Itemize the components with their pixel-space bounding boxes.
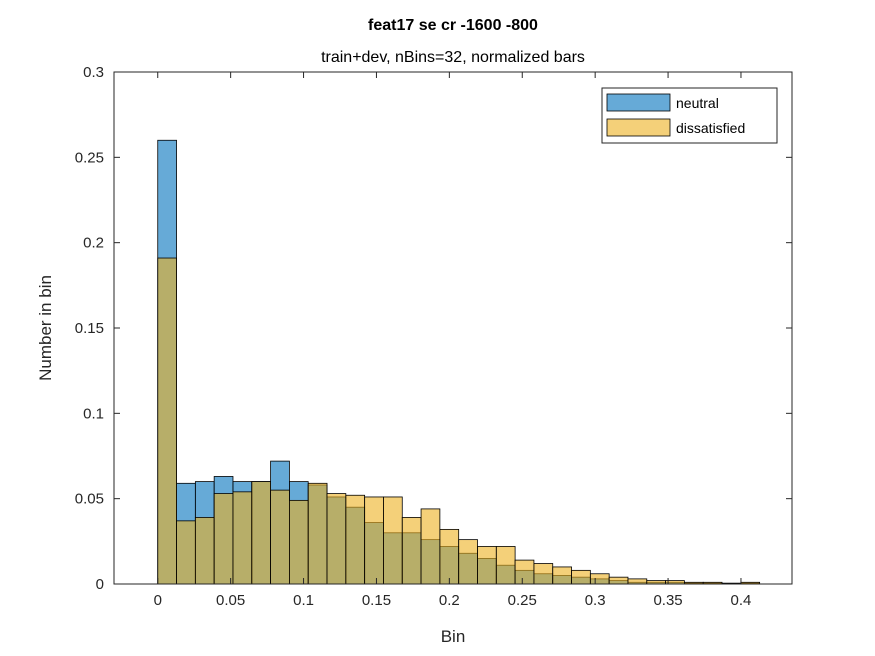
chart-subtitle: train+dev, nBins=32, normalized bars (321, 49, 585, 66)
x-tick-label: 0.3 (585, 592, 606, 609)
bar-dissatisfied-17 (477, 546, 497, 585)
y-axis-label: Number in bin (36, 275, 55, 381)
bar-dissatisfied-11 (364, 496, 384, 585)
y-axis: 0 0.05 0.1 0.15 0.2 0.25 0.3 (75, 64, 792, 593)
chart-title: feat17 se cr -1600 -800 (368, 17, 538, 34)
bar-dissatisfied-18 (495, 546, 516, 585)
bar-dissatisfied-22 (571, 569, 591, 585)
x-tick-label: 0.25 (508, 592, 537, 609)
x-tick-label: 0.2 (439, 592, 460, 609)
bar-dissatisfied-7 (289, 499, 309, 585)
bar-dissatisfied-14 (420, 508, 441, 585)
bar-dissatisfied-6 (270, 489, 290, 585)
legend-swatch-neutral (606, 93, 671, 112)
legend: neutral dissatisfied (601, 87, 778, 144)
y-tick-label: 0.05 (75, 491, 104, 508)
bar-dissatisfied-13 (401, 517, 422, 585)
y-tick-label: 0.2 (83, 235, 104, 252)
legend-swatch-dissatisfied (606, 118, 671, 137)
bar-dissatisfied-9 (326, 493, 347, 585)
bar-dissatisfied-15 (439, 528, 460, 585)
x-tick-label: 0.05 (216, 592, 245, 609)
bar-dissatisfied-3 (213, 493, 234, 585)
bar-dissatisfied-0 (157, 257, 177, 585)
x-tick-label: 0.15 (362, 592, 391, 609)
bar-dissatisfied-21 (552, 566, 572, 585)
bar-dissatisfied-16 (458, 539, 478, 585)
dissatisfied-series (157, 257, 761, 585)
legend-label-neutral: neutral (676, 95, 719, 111)
bar-dissatisfied-26 (646, 580, 666, 585)
bar-dissatisfied-4 (232, 491, 253, 585)
x-tick-label: 0.35 (653, 592, 682, 609)
x-axis: 0 0.05 0.1 0.15 0.2 0.25 0.3 0.35 0.4 (154, 72, 752, 609)
x-axis-label: Bin (441, 627, 466, 646)
y-tick-label: 0.25 (75, 149, 104, 166)
y-tick-label: 0.15 (75, 320, 104, 337)
bar-dissatisfied-1 (176, 520, 196, 585)
bar-dissatisfied-23 (589, 573, 610, 585)
y-tick-label: 0.3 (83, 64, 104, 81)
bar-dissatisfied-20 (533, 563, 554, 585)
bar-dissatisfied-24 (608, 576, 629, 585)
bar-dissatisfied-12 (383, 496, 403, 585)
bar-dissatisfied-25 (627, 578, 648, 585)
y-tick-label: 0.1 (83, 405, 104, 422)
y-tick-label: 0 (96, 576, 104, 593)
x-tick-label: 0 (154, 592, 162, 609)
x-tick-label: 0.4 (731, 592, 752, 609)
legend-label-dissatisfied: dissatisfied (676, 120, 745, 136)
bar-dissatisfied-5 (251, 481, 271, 585)
x-tick-label: 0.1 (293, 592, 314, 609)
bar-dissatisfied-2 (194, 517, 215, 585)
bar-dissatisfied-8 (307, 482, 328, 585)
bar-dissatisfied-10 (345, 494, 366, 585)
bar-dissatisfied-19 (514, 559, 535, 585)
